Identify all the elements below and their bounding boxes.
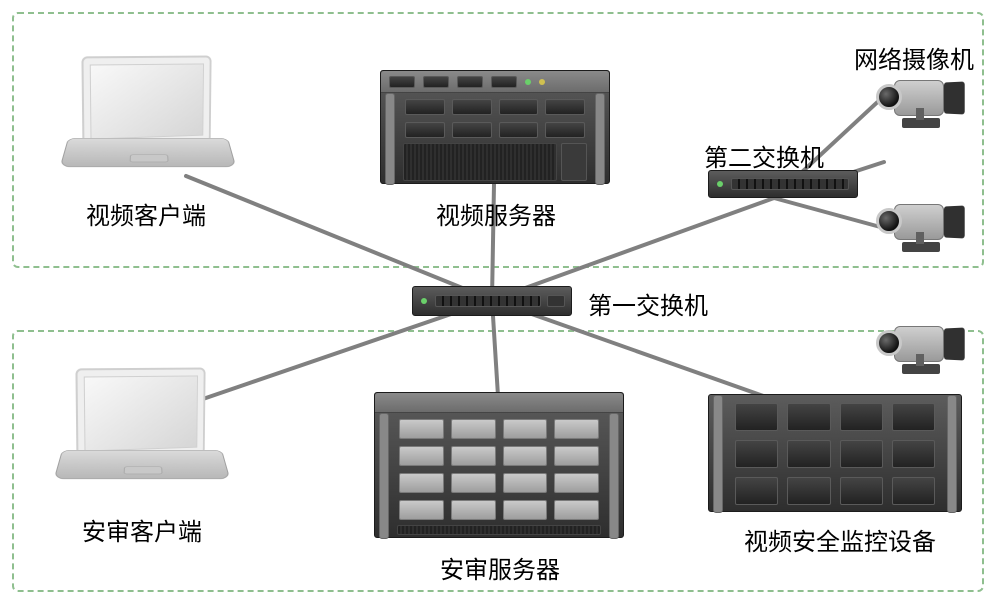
second-switch [708, 170, 858, 198]
video-server-label: 视频服务器 [436, 196, 556, 231]
ip-camera-1 [876, 70, 966, 128]
video-monitor-label: 视频安全监控设备 [744, 522, 936, 557]
video-server [380, 70, 610, 184]
diagram-root: 视频客户端 [0, 0, 1000, 606]
ip-camera-2 [876, 194, 966, 252]
video-client-laptop [68, 56, 228, 184]
first-switch [412, 286, 572, 316]
video-monitor-device [708, 394, 962, 512]
audit-server-label: 安审服务器 [440, 550, 560, 585]
second-switch-label: 第二交换机 [704, 138, 824, 173]
audit-server [374, 392, 624, 538]
first-switch-label: 第一交换机 [588, 286, 708, 321]
video-client-label: 视频客户端 [86, 196, 206, 231]
audit-client-laptop [62, 368, 222, 496]
ip-camera-3 [876, 316, 966, 374]
audit-client-label: 安审客户端 [82, 512, 202, 547]
